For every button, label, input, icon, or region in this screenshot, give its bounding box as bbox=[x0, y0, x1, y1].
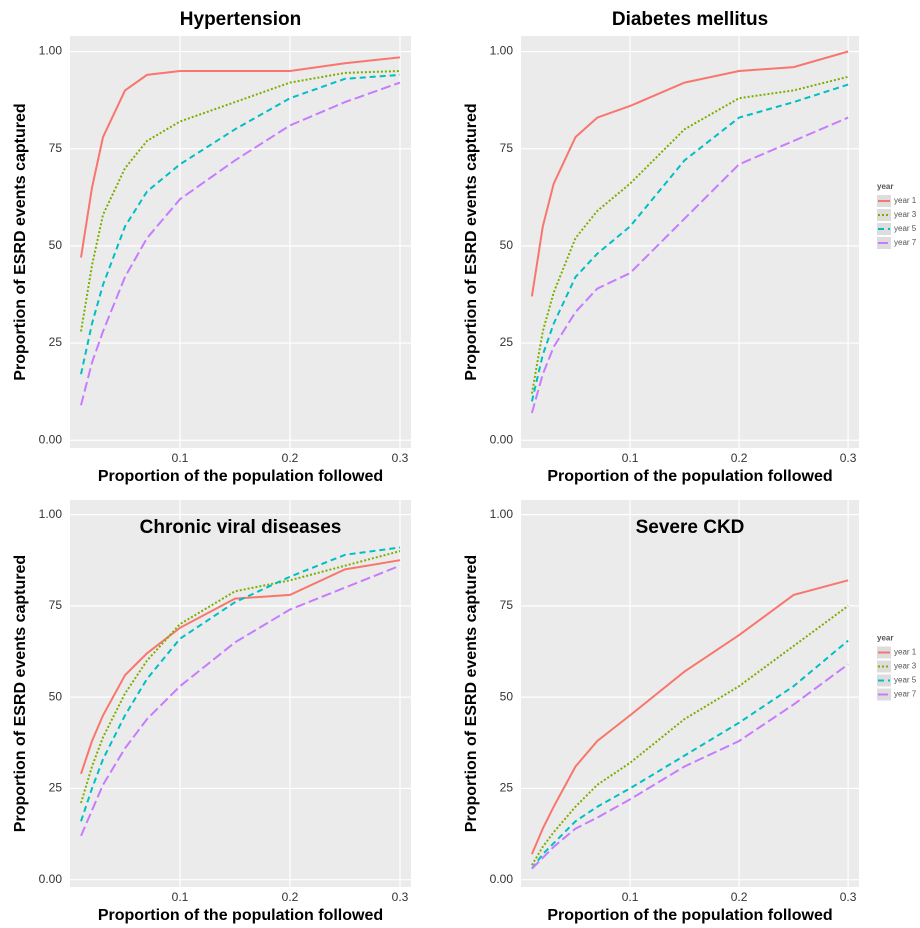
y-tick-label: 50 bbox=[500, 238, 514, 252]
y-axis-label: Proportion of ESRD events captured bbox=[463, 103, 480, 380]
series-line bbox=[530, 50, 849, 297]
y-axis-label: Proportion of ESRD events captured bbox=[463, 555, 480, 832]
y-axis-label: Proportion of ESRD events captured bbox=[12, 103, 29, 380]
y-tick-label: 1.00 bbox=[490, 507, 514, 521]
y-tick-label: 75 bbox=[49, 598, 63, 612]
x-axis-label: Proportion of the population followed bbox=[547, 907, 832, 924]
y-tick-label: 50 bbox=[500, 689, 514, 703]
y-axis-label: Proportion of ESRD events captured bbox=[12, 555, 29, 832]
x-tick-label: 0.1 bbox=[172, 890, 189, 904]
series-line bbox=[80, 564, 401, 837]
chart-title: Hypertension bbox=[180, 9, 301, 30]
legend-label: year 5 bbox=[894, 676, 917, 685]
panel: 0.00 25 50 75 1.00 0.1 0.2 0.3 Hypertension Propo… bbox=[12, 9, 411, 485]
x-tick-label: 0.2 bbox=[282, 451, 299, 465]
y-tick-label: 0.00 bbox=[490, 872, 514, 886]
y-tick-label: 25 bbox=[500, 781, 514, 795]
legend-label: year 1 bbox=[894, 196, 917, 205]
x-tick-label: 0.2 bbox=[731, 890, 748, 904]
series-line bbox=[80, 70, 401, 332]
legend-title: year bbox=[877, 182, 893, 191]
legend-label: year 1 bbox=[894, 648, 917, 657]
legend-label: year 3 bbox=[894, 662, 917, 671]
series-line bbox=[80, 56, 401, 258]
x-tick-label: 0.3 bbox=[840, 451, 857, 465]
x-tick-label: 0.3 bbox=[392, 890, 409, 904]
series-line bbox=[80, 73, 401, 375]
panel: 0.00 25 50 75 1.00 0.1 0.2 0.3 Severe CKD Proport… bbox=[463, 500, 917, 924]
panel: 0.00 25 50 75 1.00 0.1 0.2 0.3 Diabetes mellitus… bbox=[463, 9, 917, 485]
y-tick-label: 75 bbox=[500, 141, 514, 155]
y-tick-label: 25 bbox=[49, 781, 63, 795]
legend-label: year 3 bbox=[894, 210, 917, 219]
chart-title: Chronic viral diseases bbox=[140, 517, 342, 538]
y-tick-label: 1.00 bbox=[39, 44, 63, 58]
x-tick-label: 0.3 bbox=[840, 890, 857, 904]
legend-label: year 7 bbox=[894, 690, 917, 699]
series-line bbox=[530, 83, 849, 402]
plot-background bbox=[70, 500, 411, 887]
legend-label: year 5 bbox=[894, 224, 917, 233]
legend-title: year bbox=[877, 634, 893, 643]
y-tick-label: 1.00 bbox=[490, 44, 514, 58]
panel: 0.00 25 50 75 1.00 0.1 0.2 0.3 Chronic viral dis… bbox=[12, 500, 411, 924]
plot-background bbox=[521, 36, 859, 448]
y-tick-label: 0.00 bbox=[39, 872, 63, 886]
x-tick-label: 0.1 bbox=[622, 451, 639, 465]
y-tick-label: 0.00 bbox=[39, 432, 63, 446]
series-line bbox=[531, 639, 849, 870]
series-line bbox=[530, 116, 849, 414]
y-tick-label: 25 bbox=[49, 335, 63, 349]
y-tick-label: 50 bbox=[49, 689, 63, 703]
series-line bbox=[80, 546, 401, 822]
x-tick-label: 0.2 bbox=[282, 890, 299, 904]
x-axis-label: Proportion of the population followed bbox=[98, 907, 383, 924]
x-axis-label: Proportion of the population followed bbox=[547, 468, 832, 485]
plot-background bbox=[521, 500, 859, 887]
y-tick-label: 0.00 bbox=[490, 432, 514, 446]
chart-title: Diabetes mellitus bbox=[612, 9, 768, 30]
y-tick-label: 25 bbox=[500, 335, 514, 349]
series-line bbox=[531, 663, 849, 870]
x-tick-label: 0.1 bbox=[622, 890, 639, 904]
y-tick-label: 75 bbox=[49, 141, 63, 155]
chart-title: Severe CKD bbox=[636, 517, 745, 538]
series-line bbox=[80, 550, 401, 804]
y-tick-label: 75 bbox=[500, 598, 514, 612]
x-tick-label: 0.3 bbox=[392, 451, 409, 465]
series-line bbox=[80, 81, 401, 406]
legend-label: year 7 bbox=[894, 238, 917, 247]
x-tick-label: 0.1 bbox=[172, 451, 189, 465]
y-tick-label: 1.00 bbox=[39, 507, 63, 521]
x-axis-label: Proportion of the population followed bbox=[98, 468, 383, 485]
plot-background bbox=[70, 36, 411, 448]
series-line bbox=[530, 579, 849, 855]
y-tick-label: 50 bbox=[49, 238, 63, 252]
x-tick-label: 0.2 bbox=[731, 451, 748, 465]
series-line bbox=[80, 559, 401, 775]
